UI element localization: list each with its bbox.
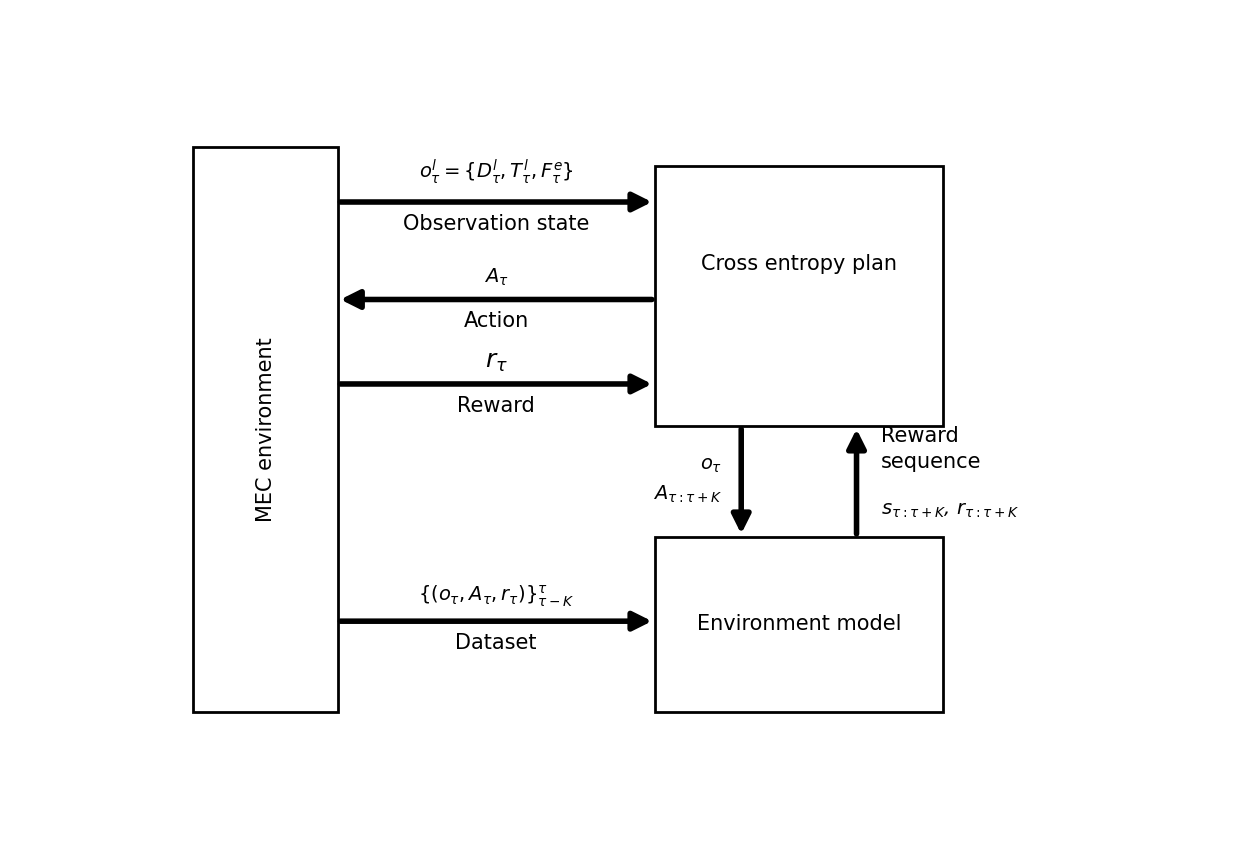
Bar (193, 147, 337, 712)
Text: $A_{\tau:\tau+K}$: $A_{\tau:\tau+K}$ (652, 484, 722, 505)
Text: $\{(o_\tau, A_\tau, r_\tau)\}_{\tau-K}^\tau$: $\{(o_\tau, A_\tau, r_\tau)\}_{\tau-K}^\… (418, 584, 574, 609)
Text: $A_\tau$: $A_\tau$ (484, 267, 508, 288)
Text: Action: Action (464, 311, 528, 331)
Text: $o_\tau^l = \{D_\tau^l, T_\tau^l, F_\tau^e\}$: $o_\tau^l = \{D_\tau^l, T_\tau^l, F_\tau… (419, 157, 574, 186)
Text: Reward: Reward (458, 396, 534, 416)
Text: Observation state: Observation state (403, 214, 589, 234)
Text: Environment model: Environment model (697, 614, 901, 635)
Text: Reward
sequence: Reward sequence (880, 425, 981, 472)
Text: $s_{\tau:\tau+K}$, $r_{\tau:\tau+K}$: $s_{\tau:\tau+K}$, $r_{\tau:\tau+K}$ (880, 501, 1019, 520)
Text: Cross entropy plan: Cross entropy plan (701, 254, 897, 273)
Bar (655, 166, 944, 426)
Text: $o_\tau$: $o_\tau$ (699, 456, 722, 474)
Bar (655, 537, 944, 712)
Text: MEC environment: MEC environment (255, 337, 275, 522)
Text: Dataset: Dataset (455, 633, 537, 653)
Text: $r_\tau$: $r_\tau$ (485, 350, 507, 374)
